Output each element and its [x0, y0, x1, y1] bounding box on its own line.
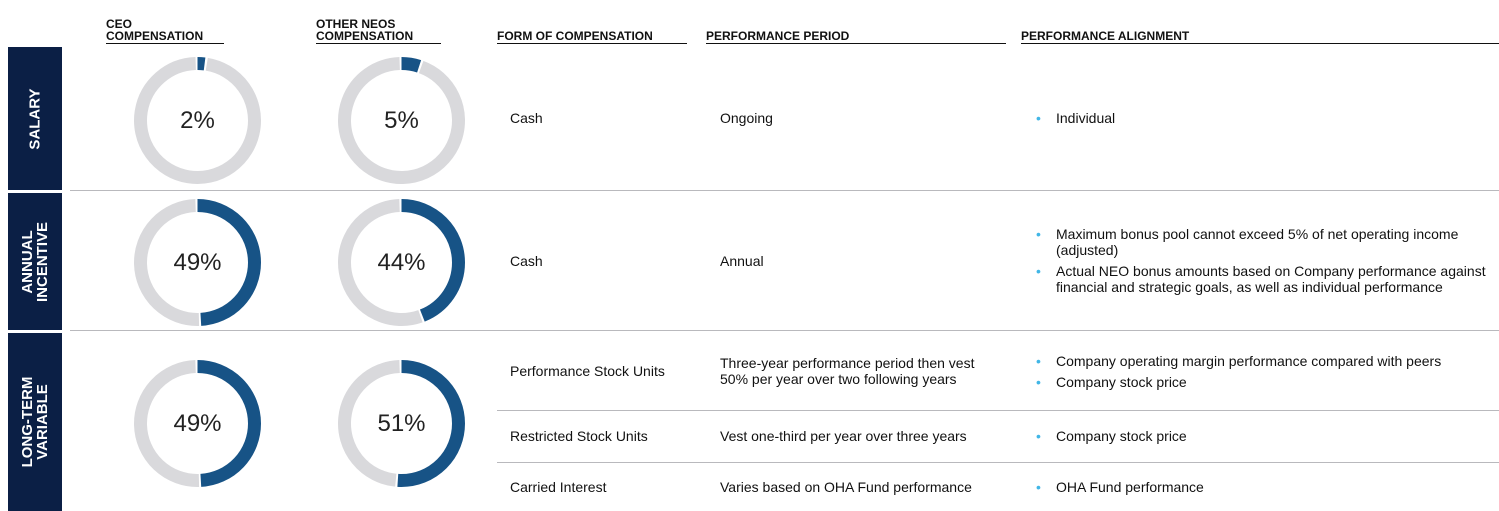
form-cell: Cash	[510, 110, 543, 126]
donut-label: 5%	[384, 107, 419, 134]
bullet-list: Company stock price	[1032, 423, 1187, 449]
bullet-list: Individual	[1032, 105, 1115, 131]
donut-label: 49%	[173, 249, 221, 276]
bullet-list: OHA Fund performance	[1032, 474, 1204, 500]
donut-segment	[133, 56, 261, 184]
row-label-box: LONG-TERM VARIABLE	[8, 333, 62, 511]
bullet-item: Actual NEO bonus amounts based on Compan…	[1032, 263, 1494, 295]
donut-label: 51%	[377, 410, 425, 437]
column-header: PERFORMANCE PERIOD	[706, 10, 1006, 44]
donut-rest	[337, 199, 465, 326]
donut-segment	[337, 199, 465, 326]
donut-segment	[133, 360, 261, 487]
column-header: OTHER NEOs COMPENSATION	[316, 10, 441, 44]
period-cell: Annual	[720, 252, 764, 269]
column-header: PERFORMANCE ALIGNMENT	[1021, 10, 1499, 44]
donut-rest	[133, 199, 261, 326]
form-cell: Cash	[510, 252, 543, 269]
donut-label: 49%	[173, 410, 221, 437]
period-cell: Ongoing	[720, 110, 773, 126]
row-label: ANNUAL INCENTIVE	[19, 221, 51, 302]
form-cell: Performance Stock Units	[510, 363, 665, 379]
alignment-cell: Maximum bonus pool cannot exceed 5% of n…	[1032, 192, 1494, 329]
bullet-item: Company stock price	[1032, 374, 1441, 390]
donut: 2%	[133, 56, 261, 184]
row-separator	[70, 190, 1499, 191]
bullet-item: OHA Fund performance	[1032, 479, 1204, 495]
column-header: CEO COMPENSATION	[106, 10, 224, 44]
bullet-item: Individual	[1032, 110, 1115, 126]
donut-rest	[133, 360, 261, 487]
row-separator	[70, 330, 1499, 331]
bullet-list: Maximum bonus pool cannot exceed 5% of n…	[1032, 221, 1494, 300]
bullet-list: Company operating margin performance com…	[1032, 348, 1441, 395]
donut-rest	[133, 56, 261, 184]
donut-segment	[337, 56, 465, 184]
alignment-cell: Individual	[1032, 47, 1494, 189]
row-label-box: ANNUAL INCENTIVE	[8, 193, 62, 330]
row-label-box: SALARY	[8, 47, 62, 190]
bullet-item: Maximum bonus pool cannot exceed 5% of n…	[1032, 226, 1494, 258]
bullet-item: Company stock price	[1032, 428, 1187, 444]
donut-label: 2%	[180, 107, 215, 134]
donut: 44%	[337, 199, 465, 326]
bullet-item: Company operating margin performance com…	[1032, 353, 1441, 369]
alignment-cell: OHA Fund performance	[1032, 462, 1494, 511]
form-cell: Restricted Stock Units	[510, 428, 648, 444]
alignment-cell: Company operating margin performance com…	[1032, 332, 1494, 410]
donut-rest	[337, 56, 465, 184]
donut-label: 44%	[377, 249, 425, 276]
form-cell: Carried Interest	[510, 478, 607, 495]
donut: 5%	[337, 56, 465, 184]
donut: 49%	[133, 199, 261, 326]
period-cell: Three-year performance period then vest …	[720, 355, 975, 387]
donut-segment	[133, 199, 261, 326]
period-cell: Vest one-third per year over three years	[720, 428, 967, 444]
donut: 49%	[133, 360, 261, 487]
row-label: LONG-TERM VARIABLE	[19, 376, 51, 468]
sub-separator	[497, 410, 1499, 411]
donut-segment	[337, 360, 465, 487]
sub-separator	[497, 462, 1499, 463]
alignment-cell: Company stock price	[1032, 410, 1494, 462]
row-label: SALARY	[26, 87, 44, 150]
column-header: FORM OF COMPENSATION	[497, 10, 687, 44]
donut: 51%	[337, 360, 465, 487]
period-cell: Varies based on OHA Fund performance	[720, 478, 972, 495]
